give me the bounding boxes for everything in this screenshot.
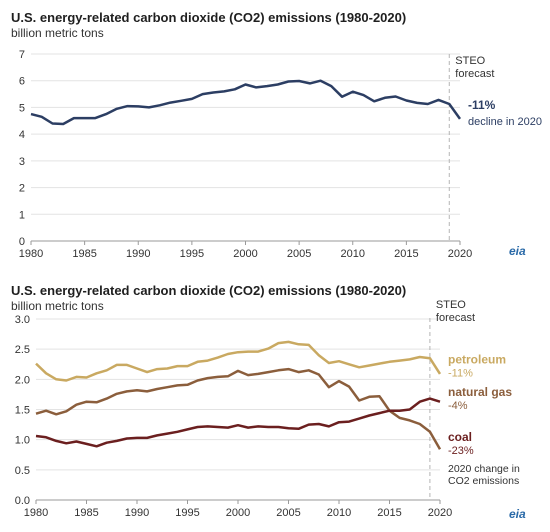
chart2-series-line-0 (35, 340, 442, 382)
chart1-series-line-0 (30, 79, 462, 126)
chart2-xtick-label: 1985 (74, 507, 98, 519)
chart1-unit-label: billion metric tons (11, 26, 104, 40)
chart2-legend-coal: coal (448, 430, 472, 444)
chart1-forecast-label: STEO (455, 55, 485, 67)
chart2-xtick-label: 1990 (125, 507, 149, 519)
chart1-ytick-label: 4 (19, 129, 25, 141)
chart2-ytick-label: 1.0 (15, 435, 30, 447)
chart2-xtick-label: 2015 (377, 507, 401, 519)
chart2-xtick-label: 2010 (327, 507, 351, 519)
chart2-legend-change-petroleum: -11% (448, 368, 473, 380)
eia-logo-icon: eia (509, 244, 526, 258)
chart1-xtick-label: 2010 (341, 248, 365, 260)
chart1-xtick-label: 1980 (19, 248, 43, 260)
chart2-series-line-1 (35, 367, 442, 450)
chart1-xtick-label: 1985 (72, 248, 96, 260)
chart1-ytick-label: 2 (19, 183, 25, 195)
chart1-ytick-label: 1 (19, 209, 25, 221)
chart2-note: 2020 change in (448, 463, 520, 475)
chart1-ytick-label: 7 (19, 49, 25, 61)
chart1-annotation-text: decline in 2020 (468, 116, 542, 128)
chart1-xtick-label: 2015 (394, 248, 418, 260)
chart2-xtick-label: 2005 (276, 507, 300, 519)
chart2-xtick-label: 2020 (428, 507, 452, 519)
chart2-forecast-label: forecast (436, 312, 475, 324)
chart2-forecast-label: STEO (436, 299, 466, 311)
chart2-title: U.S. energy-related carbon dioxide (CO2)… (11, 283, 407, 298)
chart1-xtick-label: 1990 (126, 248, 150, 260)
chart2-legend-change-natural-gas: -4% (448, 400, 468, 412)
chart2-ytick-label: 2.5 (15, 344, 30, 356)
chart2-legend-natural-gas: natural gas (448, 385, 512, 399)
chart1-xtick-label: 2005 (287, 248, 311, 260)
chart1-plot: 0 1 2 3 4 5 6 7 1980 1985 1990 1995 2000 2005 2010 2015… (19, 49, 542, 260)
chart1-title: U.S. energy-related carbon dioxide (CO2)… (11, 10, 407, 25)
chart1-ytick-label: 5 (19, 102, 25, 114)
chart1-ytick-label: 0 (19, 236, 25, 248)
chart2-xtick-label: 1980 (24, 507, 48, 519)
eia-logo-icon: eia (509, 507, 526, 521)
chart2-ytick-label: 1.5 (15, 405, 30, 417)
chart2-legend-petroleum: petroleum (448, 353, 506, 367)
chart1-xtick-label: 1995 (180, 248, 204, 260)
chart2-series-line-2 (35, 397, 441, 448)
chart1-annotation-value: -11% (468, 98, 496, 112)
chart1-forecast-label: forecast (455, 68, 494, 80)
chart2-ytick-label: 3.0 (15, 314, 30, 326)
chart1-ytick-label: 3 (19, 156, 25, 168)
chart2-ytick-label: 0.5 (15, 465, 30, 477)
chart2-xtick-label: 1995 (175, 507, 199, 519)
chart1-ytick-label: 6 (19, 76, 25, 88)
chart2-ytick-label: 0.0 (15, 495, 30, 507)
chart2-xtick-label: 2000 (226, 507, 250, 519)
chart2-legend-change-coal: -23% (448, 445, 474, 457)
chart2-unit-label: billion metric tons (11, 299, 104, 313)
chart1-xtick-label: 2000 (233, 248, 257, 260)
chart2-note: CO2 emissions (448, 475, 519, 487)
chart1-xtick-label: 2020 (448, 248, 472, 260)
chart2-ytick-label: 2.0 (15, 374, 30, 386)
